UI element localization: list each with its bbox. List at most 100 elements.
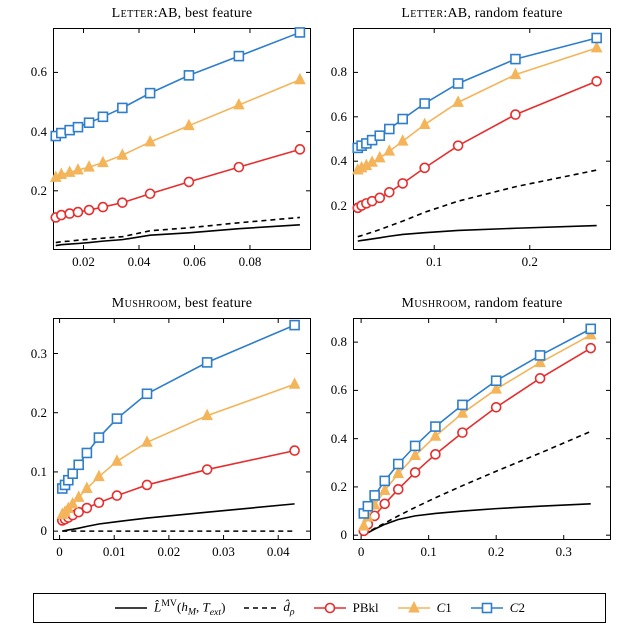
marker-C2	[203, 358, 212, 367]
series-dhat	[56, 217, 300, 242]
series-PBkl	[62, 451, 294, 521]
marker-C1	[398, 136, 407, 145]
ytick-label: 0.2	[331, 198, 353, 214]
marker-PBkl	[394, 485, 403, 494]
legend-swatch-C2	[470, 601, 504, 615]
marker-C2	[295, 28, 304, 37]
legend-label-Lhat: L̂MV(hM, Text)	[154, 598, 225, 618]
marker-PBkl	[295, 145, 304, 154]
marker-C2	[420, 99, 429, 108]
ytick-label: 0.6	[331, 109, 353, 125]
marker-PBkl	[592, 77, 601, 86]
xtick-label: 0.3	[556, 540, 572, 560]
series-Lhat	[364, 504, 591, 535]
marker-C2	[94, 433, 103, 442]
marker-PBkl	[143, 480, 152, 489]
marker-C2	[184, 71, 193, 80]
plot-area: 00.010.020.030.0400.10.20.3	[53, 318, 311, 540]
xtick-label: 0.03	[212, 540, 235, 560]
marker-C2	[380, 476, 389, 485]
legend-item-dhat: d̂ρ	[243, 599, 294, 618]
figure-root: Letter:AB, best feature0.020.040.060.080…	[0, 0, 640, 643]
marker-PBkl	[385, 188, 394, 197]
legend-label-dhat: d̂ρ	[283, 599, 294, 618]
marker-C2	[411, 441, 420, 450]
plot-area: 0.10.20.20.40.60.8	[353, 28, 611, 250]
marker-PBkl	[65, 209, 74, 218]
series-PBkl	[364, 348, 591, 531]
panel-title: Mushroom, best feature	[53, 296, 311, 312]
marker-C2	[431, 422, 440, 431]
legend-label-C1: C1	[437, 600, 452, 616]
marker-PBkl	[375, 193, 384, 202]
marker-PBkl	[85, 206, 94, 215]
panel-title: Mushroom, random feature	[353, 296, 611, 312]
marker-C2	[290, 321, 299, 330]
xtick-label: 0.02	[72, 250, 95, 270]
xtick-label: 0.08	[239, 250, 262, 270]
marker-C2	[146, 89, 155, 98]
marker-C1	[420, 119, 429, 128]
marker-C1	[385, 146, 394, 155]
ytick-label: 0	[41, 523, 54, 539]
marker-C2	[385, 125, 394, 134]
ytick-label: 0.8	[331, 64, 353, 80]
marker-PBkl	[184, 177, 193, 186]
xtick-label: 0.01	[103, 540, 126, 560]
marker-C1	[94, 471, 103, 480]
marker-PBkl	[454, 141, 463, 150]
marker-C2	[592, 33, 601, 42]
legend-item-C1: C1	[397, 600, 452, 616]
marker-C1	[290, 379, 299, 388]
series-C1	[358, 48, 597, 170]
marker-PBkl	[98, 203, 107, 212]
marker-C1	[112, 456, 121, 465]
plot-area: 00.10.20.300.20.40.60.8	[353, 318, 611, 540]
xtick-label: 0.1	[426, 250, 442, 270]
ytick-label: 0.4	[331, 153, 353, 169]
marker-C2	[454, 79, 463, 88]
legend-swatch-dhat	[243, 601, 277, 615]
legend-item-C2: C2	[470, 600, 525, 616]
xtick-label: 0.1	[421, 540, 437, 560]
marker-C2	[458, 400, 467, 409]
marker-C2	[82, 448, 91, 457]
marker-C2	[98, 112, 107, 121]
xtick-label: 0.2	[522, 250, 538, 270]
series-Lhat	[56, 225, 300, 246]
ytick-label: 0.1	[31, 464, 53, 480]
marker-PBkl	[57, 211, 66, 220]
marker-C2	[68, 469, 77, 478]
ytick-label: 0.2	[331, 479, 353, 495]
ytick-label: 0.2	[31, 405, 53, 421]
xtick-label: 0.06	[183, 250, 206, 270]
marker-C2	[363, 502, 372, 511]
marker-C1	[592, 43, 601, 52]
series-C1	[56, 80, 300, 178]
marker-C2	[492, 376, 501, 385]
marker-C2	[74, 460, 83, 469]
legend: L̂MV(hM, Text) d̂ρ PBkl C1 C2	[33, 593, 606, 623]
legend-label-C2: C2	[510, 600, 525, 616]
xtick-label: 0.02	[158, 540, 181, 560]
series-C1	[364, 335, 591, 526]
marker-C2	[536, 351, 545, 360]
legend-label-PBkl: PBkl	[353, 600, 379, 616]
marker-PBkl	[420, 163, 429, 172]
xtick-label: 0.04	[128, 250, 151, 270]
marker-PBkl	[146, 189, 155, 198]
marker-PBkl	[431, 450, 440, 459]
marker-C2	[398, 115, 407, 124]
ytick-label: 0.6	[31, 64, 53, 80]
ytick-label: 0.8	[331, 334, 353, 350]
series-PBkl	[358, 81, 597, 208]
marker-C2	[143, 389, 152, 398]
marker-C2	[511, 55, 520, 64]
legend-swatch-PBkl	[313, 601, 347, 615]
xtick-label: 0	[358, 540, 365, 560]
legend-item-Lhat: L̂MV(hM, Text)	[114, 598, 225, 618]
series-Lhat	[62, 504, 294, 531]
marker-PBkl	[458, 428, 467, 437]
marker-PBkl	[398, 179, 407, 188]
marker-C2	[85, 118, 94, 127]
